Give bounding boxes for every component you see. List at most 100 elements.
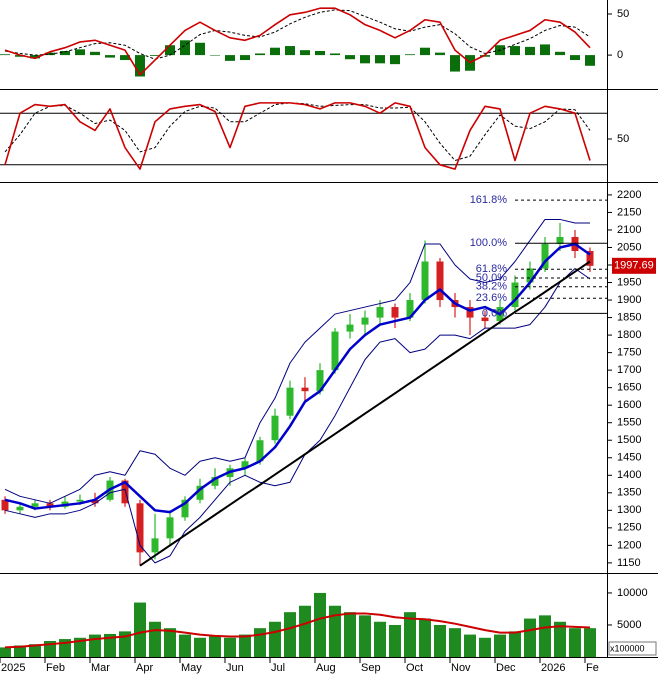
histogram-bar bbox=[120, 55, 130, 61]
series-line bbox=[4, 218, 590, 504]
volume-bar bbox=[389, 624, 401, 657]
unit-box bbox=[608, 641, 657, 656]
candle-body bbox=[406, 300, 414, 318]
volume-bar bbox=[269, 621, 281, 657]
y-tick-label: 1950 bbox=[617, 276, 641, 288]
candle-body bbox=[586, 250, 594, 266]
series-line bbox=[139, 260, 591, 567]
fib-label: 100.0% bbox=[470, 237, 508, 249]
panel: 1150 1200 1250 1300 1350 1400 1450 1500 1550 1600… bbox=[1, 189, 656, 569]
candle-body bbox=[151, 538, 159, 553]
candle-body bbox=[331, 331, 339, 371]
histogram-bar bbox=[315, 50, 325, 56]
histogram-bar bbox=[135, 55, 145, 77]
x-tick-label: Sep bbox=[361, 662, 381, 674]
volume-bar bbox=[134, 602, 146, 657]
y-tick-label: 1800 bbox=[617, 329, 641, 341]
volume-bar bbox=[194, 637, 206, 657]
volume-bar bbox=[74, 637, 86, 657]
volume-bar bbox=[209, 636, 221, 657]
x-tick-label: May bbox=[181, 662, 202, 674]
x-tick-label: 2026 bbox=[541, 662, 565, 674]
histogram-bar bbox=[240, 55, 250, 61]
fib-label: 0.0% bbox=[482, 307, 507, 319]
y-tick-label: 1750 bbox=[617, 347, 641, 359]
histogram-bar bbox=[165, 45, 175, 56]
plot-area bbox=[0, 102, 607, 170]
volume-bar bbox=[344, 612, 356, 657]
volume-bar bbox=[524, 618, 536, 657]
plot-area bbox=[0, 592, 596, 657]
candle-body bbox=[91, 499, 99, 504]
candle-body bbox=[526, 268, 534, 283]
unit-label: x100000 bbox=[610, 643, 645, 653]
volume-bar bbox=[419, 618, 431, 657]
x-tick-label: Nov bbox=[451, 662, 471, 674]
volume-bar bbox=[0, 647, 11, 657]
candle-body bbox=[181, 499, 189, 518]
candle-body bbox=[436, 261, 444, 301]
y-tick-label: 1250 bbox=[617, 522, 641, 534]
volume-bar bbox=[479, 637, 491, 657]
volume-bar bbox=[359, 615, 371, 657]
volume-bar bbox=[554, 621, 566, 657]
plot-area bbox=[1, 218, 594, 567]
candle-body bbox=[346, 324, 354, 332]
y-tick-label: 10000 bbox=[617, 587, 648, 599]
histogram-bar bbox=[150, 55, 160, 56]
candle-body bbox=[136, 503, 144, 553]
x-tick-label: Aug bbox=[316, 662, 336, 674]
candle-body bbox=[391, 307, 399, 318]
panel: 0 50 bbox=[0, 7, 629, 77]
volume-bar bbox=[104, 633, 116, 657]
volume-bar bbox=[494, 634, 506, 657]
volume-bar bbox=[449, 628, 461, 657]
x-tick-label: Feb bbox=[46, 662, 65, 674]
panel: 5000 10000 x100000 2025 Feb Mar Apr May Jun Jul Au… bbox=[0, 587, 657, 674]
candle-body bbox=[46, 503, 54, 507]
series-line bbox=[4, 242, 591, 514]
panel-frame bbox=[0, 0, 658, 658]
histogram-bar bbox=[390, 55, 400, 65]
histogram-bar bbox=[285, 46, 295, 56]
series-line bbox=[4, 612, 591, 649]
candle-body bbox=[466, 307, 474, 318]
volume-bar bbox=[119, 631, 131, 657]
volume-bar bbox=[509, 631, 521, 657]
y-tick-label: 1550 bbox=[617, 417, 641, 429]
candle-body bbox=[421, 261, 429, 301]
candle-body bbox=[301, 387, 309, 392]
histogram-bar bbox=[435, 52, 445, 56]
histogram-bar bbox=[15, 55, 25, 57]
histogram-bar bbox=[585, 55, 595, 66]
y-tick-label: 1150 bbox=[617, 557, 641, 569]
series-line bbox=[4, 102, 591, 170]
histogram-bar bbox=[195, 42, 205, 56]
histogram-bar bbox=[270, 47, 280, 56]
histogram-bar bbox=[255, 53, 265, 56]
candle-body bbox=[286, 387, 294, 416]
volume-bar bbox=[239, 634, 251, 657]
y-tick-label: 2200 bbox=[617, 189, 641, 201]
histogram-bar bbox=[510, 46, 520, 56]
volume-bar bbox=[29, 644, 41, 657]
candle-body bbox=[511, 282, 519, 308]
candle-body bbox=[481, 317, 489, 322]
panel: 50 bbox=[0, 102, 629, 170]
y-tick-label: 0 bbox=[617, 49, 623, 61]
y-tick-label: 1600 bbox=[617, 399, 641, 411]
y-tick-label: 1650 bbox=[617, 382, 641, 394]
y-tick-label: 1700 bbox=[617, 364, 641, 376]
y-tick-label: 50 bbox=[617, 8, 629, 20]
y-tick-label: 1400 bbox=[617, 469, 641, 481]
candle-body bbox=[361, 317, 369, 325]
candle-body bbox=[16, 506, 24, 511]
y-tick-label: 2150 bbox=[617, 206, 641, 218]
y-tick-label: 1450 bbox=[617, 452, 641, 464]
histogram-bar bbox=[300, 50, 310, 56]
x-tick-label: Oct bbox=[406, 662, 423, 674]
x-tick-label: Apr bbox=[136, 662, 153, 674]
x-tick-label: Mar bbox=[91, 662, 110, 674]
